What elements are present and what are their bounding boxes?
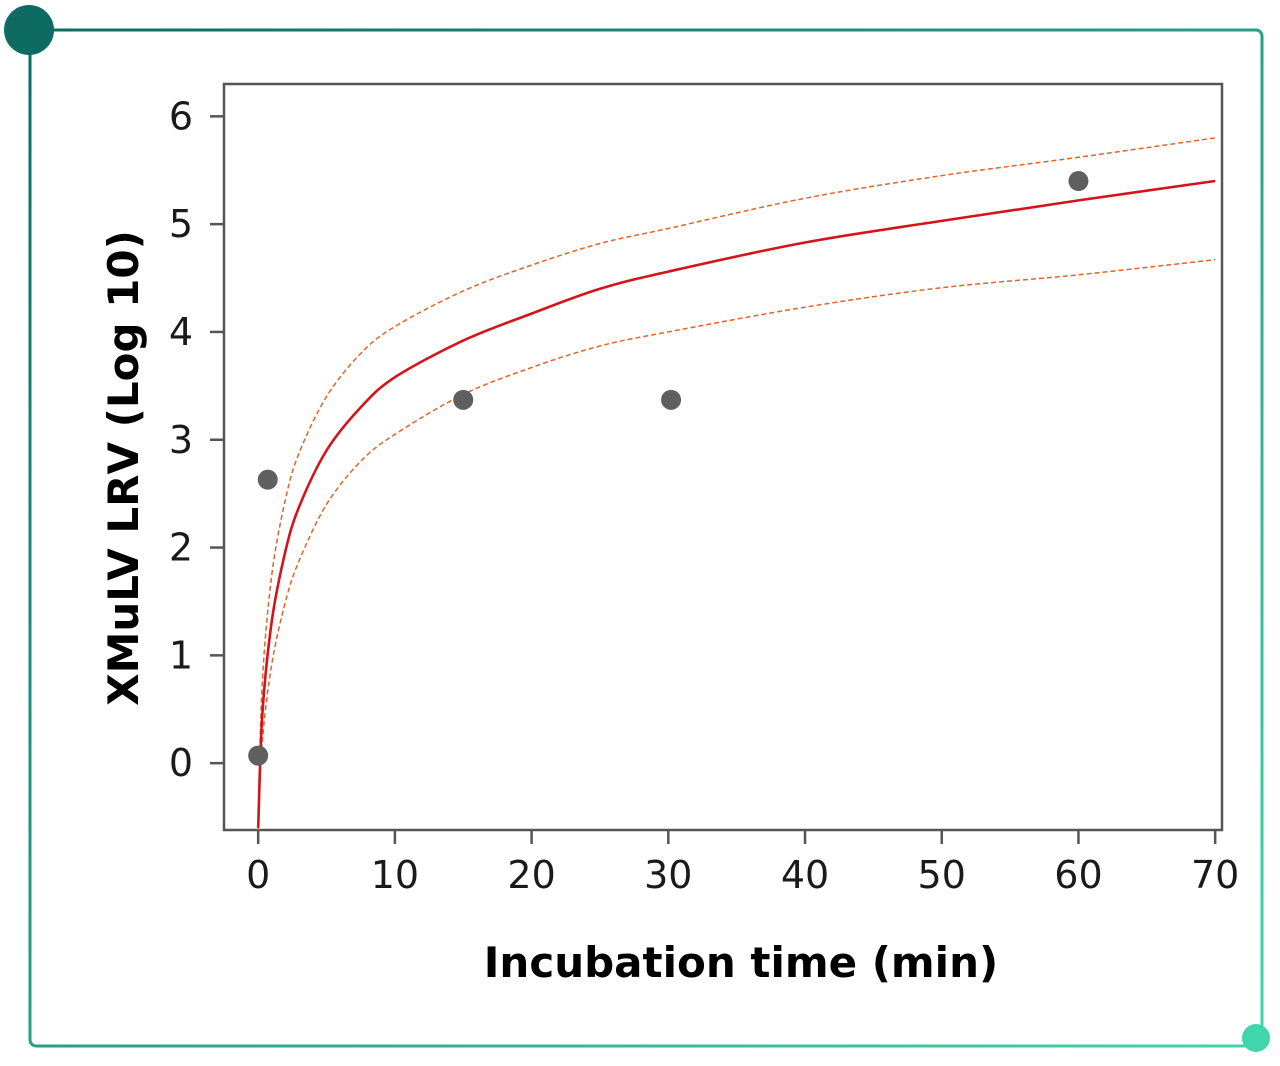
data-point	[453, 389, 474, 410]
ci-upper-line	[257, 137, 1216, 823]
x-tick-label: 50	[918, 853, 966, 897]
frame-border	[28, 28, 1264, 1048]
confidence-band	[257, 137, 1216, 831]
plot-area	[222, 82, 1224, 832]
data-point	[661, 389, 682, 410]
fit-curve-layer	[256, 179, 1216, 828]
x-tick-label: 40	[781, 853, 829, 897]
x-tick-label: 10	[371, 853, 419, 897]
frame-corner-dot-top-left	[4, 5, 54, 55]
axis-ticks: 0 10 20 30 40 50 60 70 0 1 2 3 4 5 6	[169, 94, 1240, 897]
x-tick-label: 20	[507, 853, 555, 897]
x-tick-label: 0	[246, 853, 270, 897]
x-tick-label: 60	[1054, 853, 1102, 897]
data-point	[248, 745, 269, 766]
y-tick-label: 0	[169, 741, 193, 785]
y-tick-label: 3	[169, 418, 193, 462]
ci-lower-line	[257, 258, 1216, 831]
data-points	[248, 171, 1089, 766]
y-tick-label: 1	[169, 633, 193, 677]
y-tick-label: 5	[169, 202, 193, 246]
y-tick-label: 6	[169, 94, 193, 138]
frame-corner-dot-bottom-right	[1242, 1024, 1270, 1052]
data-point	[257, 469, 278, 490]
x-tick-label: 30	[644, 853, 692, 897]
x-axis-title: Incubation time (min)	[484, 938, 998, 987]
data-point	[1068, 171, 1089, 192]
y-tick-label: 2	[169, 526, 193, 570]
x-tick-label: 70	[1191, 853, 1239, 897]
y-axis-title: XMuLV LRV (Log 10)	[99, 230, 148, 706]
fit-curve	[256, 179, 1216, 828]
y-tick-label: 4	[169, 310, 193, 354]
